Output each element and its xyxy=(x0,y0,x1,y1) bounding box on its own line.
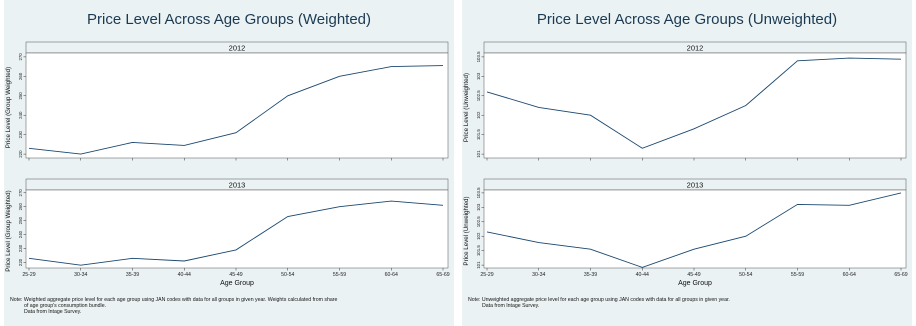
y-tick-label: 220 xyxy=(18,258,23,266)
y-tick-label: 103 xyxy=(476,72,481,80)
unweighted-chart-title: Price Level Across Age Groups (Unweighte… xyxy=(536,11,838,28)
series-line xyxy=(486,192,902,268)
note-line: Data from Intage Survey. xyxy=(24,309,82,316)
x-tick-label: 45-49 xyxy=(229,272,242,278)
x-tick-label: 35-39 xyxy=(126,272,139,278)
weighted-chart-title: Price Level Across Age Groups (Weighted) xyxy=(86,11,372,28)
x-tick-label: 25-29 xyxy=(22,272,35,278)
x-tick-label: 45-49 xyxy=(687,272,700,278)
weighted-chart-panel: Price Level Across Age Groups (Weighted)… xyxy=(4,0,454,326)
x-tick-label: 25-29 xyxy=(480,272,493,278)
x-tick-label: 65-69 xyxy=(894,272,907,278)
plot-area xyxy=(25,52,449,159)
x-tick-label: 60-64 xyxy=(843,272,856,278)
y-tick-label: 101.5 xyxy=(476,245,481,257)
y-tick-label: 240 xyxy=(18,111,23,119)
y-axis-title: Price Level (Group Weighted) xyxy=(5,67,12,148)
y-tick-label: 270 xyxy=(18,189,23,197)
weighted-chart-plot: 2012 220 230 240 250 260 270 Price Level (Group… xyxy=(5,41,450,287)
facet-label: 2013 xyxy=(687,181,704,190)
note-line: of age group's consumption bundle. xyxy=(24,303,107,310)
unweighted-chart-plot: 2012 101 101.5 102 102.5 103 103.5 Price Level … xyxy=(463,41,908,287)
x-tick-label: 55-59 xyxy=(333,272,346,278)
y-tick-label: 260 xyxy=(18,202,23,210)
y-tick-label: 102 xyxy=(476,232,481,240)
y-tick-label: 240 xyxy=(18,230,23,238)
y-tick-label: 270 xyxy=(18,53,23,61)
y-tick-label: 101 xyxy=(476,261,481,269)
weighted-chart-note: Note: Weighted aggregate price level for… xyxy=(10,297,450,316)
x-axis-title: Age Group xyxy=(220,280,254,287)
y-tick-label: 101.5 xyxy=(476,129,481,141)
note-line: Note: Weighted aggregate price level for… xyxy=(10,297,338,303)
facet-label: 2012 xyxy=(229,44,246,53)
y-tick-label: 230 xyxy=(18,130,23,138)
unweighted-chart-panel: Price Level Across Age Groups (Unweighte… xyxy=(462,0,912,326)
note-line: Data from Intage Survey. xyxy=(482,303,540,310)
y-tick-label: 220 xyxy=(18,150,23,158)
y-tick-label: 260 xyxy=(18,72,23,80)
x-tick-label: 50-54 xyxy=(739,272,752,278)
series-line xyxy=(486,57,902,149)
y-axis-title: Price Level (Unweighted) xyxy=(463,196,470,265)
x-tick-label: 40-44 xyxy=(636,272,649,278)
note-line: Note: Unweighted aggregate price level f… xyxy=(468,297,730,303)
y-tick-label: 102.5 xyxy=(476,216,481,228)
facet-label: 2013 xyxy=(229,181,246,190)
y-tick-label: 102 xyxy=(476,111,481,119)
y-tick-label: 101 xyxy=(476,150,481,158)
y-tick-label: 103.5 xyxy=(476,187,481,199)
x-tick-label: 30-34 xyxy=(532,272,545,278)
y-tick-label: 102.5 xyxy=(476,90,481,102)
y-tick-label: 230 xyxy=(18,244,23,252)
y-tick-label: 103.5 xyxy=(476,51,481,63)
y-axis-title: Price Level (Unweighted) xyxy=(463,73,470,142)
x-tick-label: 50-54 xyxy=(281,272,294,278)
facet-label: 2012 xyxy=(687,44,704,53)
x-axis-title: Age Group xyxy=(678,280,712,287)
y-tick-label: 250 xyxy=(18,216,23,224)
plot-area xyxy=(483,189,907,269)
y-tick-label: 250 xyxy=(18,92,23,100)
plot-area xyxy=(483,52,907,159)
x-tick-label: 40-44 xyxy=(178,272,191,278)
unweighted-chart-note: Note: Unweighted aggregate price level f… xyxy=(468,297,908,309)
x-tick-label: 55-59 xyxy=(791,272,804,278)
x-tick-label: 30-34 xyxy=(74,272,87,278)
series-line xyxy=(28,65,444,155)
y-tick-label: 103 xyxy=(476,203,481,211)
x-tick-label: 60-64 xyxy=(385,272,398,278)
x-tick-label: 35-39 xyxy=(584,272,597,278)
series-line xyxy=(28,200,444,266)
y-axis-title: Price Level (Group Weighted) xyxy=(5,190,12,271)
x-tick-label: 65-69 xyxy=(436,272,449,278)
